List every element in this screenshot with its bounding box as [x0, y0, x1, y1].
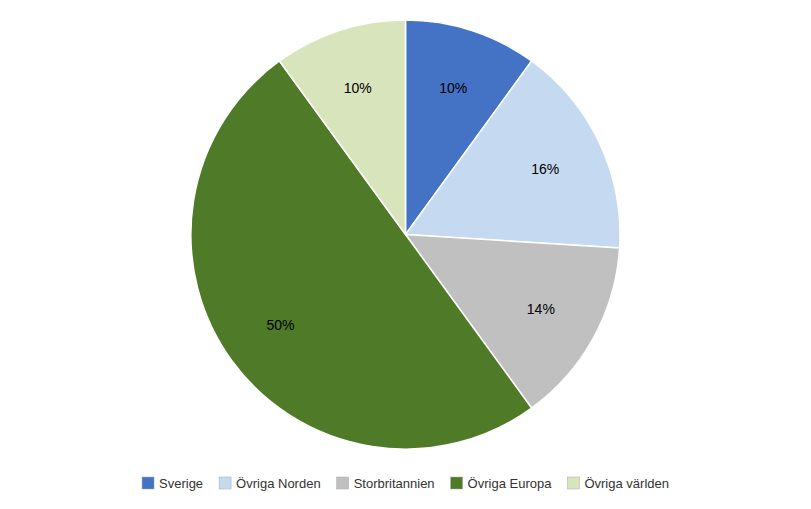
legend-label: Övriga världen	[584, 476, 669, 491]
data-label: 10%	[439, 80, 467, 96]
data-labels: 10% 16% 14% 50% 10%	[267, 80, 560, 334]
pie	[191, 20, 620, 449]
legend-label: Övriga Europa	[468, 476, 553, 491]
data-label: 16%	[531, 161, 559, 177]
legend-item: Övriga världen	[567, 476, 669, 491]
chart-container: 10% 16% 14% 50% 10% Sverige Övriga Norden Storb…	[0, 0, 811, 509]
pie-slice	[279, 20, 405, 235]
legend-swatch	[337, 477, 349, 489]
chart-svg: 10% 16% 14% 50% 10% Sverige Övriga Norden Storb…	[0, 0, 811, 509]
legend-swatch	[219, 477, 231, 489]
legend-swatch	[567, 477, 579, 489]
legend-item: Övriga Norden	[219, 476, 321, 491]
legend-label: Övriga Norden	[236, 476, 321, 491]
legend-item: Sverige	[142, 476, 203, 491]
pie-slice	[406, 61, 621, 248]
legend: Sverige Övriga Norden Storbritannien Övriga…	[142, 476, 669, 491]
data-label: 10%	[344, 80, 372, 96]
data-label: 50%	[267, 317, 295, 333]
legend-label: Sverige	[159, 476, 203, 491]
data-label: 14%	[527, 301, 555, 317]
legend-item: Storbritannien	[337, 476, 435, 491]
legend-swatch	[451, 477, 463, 489]
legend-label: Storbritannien	[354, 476, 435, 491]
legend-swatch	[142, 477, 154, 489]
legend-item: Övriga Europa	[451, 476, 553, 491]
